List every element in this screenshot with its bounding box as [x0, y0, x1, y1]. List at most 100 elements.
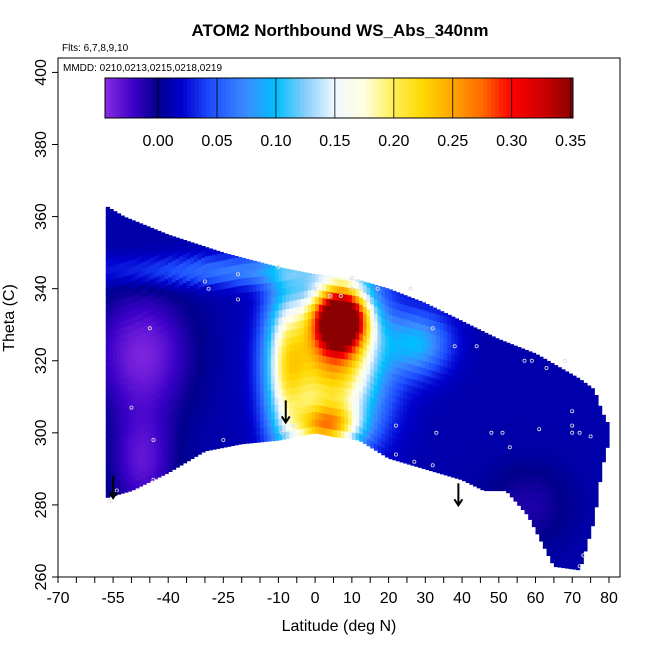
heatmap-cell [421, 309, 426, 318]
heatmap-cell [428, 391, 434, 400]
heatmap-cell [469, 376, 474, 384]
heatmap-cell [579, 433, 584, 442]
heatmap-cell [454, 318, 459, 321]
heatmap-cell [142, 303, 147, 312]
heatmap-cell [307, 318, 313, 327]
heatmap-cell [568, 518, 573, 526]
heatmap-cell [105, 273, 111, 282]
heatmap-cell [215, 347, 221, 356]
heatmap-cell [208, 377, 213, 386]
heatmap-cell [326, 392, 331, 400]
heatmap-cell [193, 326, 199, 335]
heatmap-cell [410, 385, 415, 394]
heatmap-cell [113, 394, 118, 403]
heatmap-cell [520, 458, 526, 467]
heatmap-cell [138, 442, 144, 451]
heatmap-cell [300, 377, 305, 386]
heatmap-cell [384, 327, 390, 335]
heatmap-cell [454, 470, 459, 479]
heatmap-cell [212, 340, 217, 349]
heatmap-cell [311, 310, 316, 319]
heatmap-cell [542, 440, 548, 448]
heatmap-cell [234, 387, 239, 395]
heatmap-cell [458, 363, 463, 372]
heatmap-cell [395, 323, 401, 332]
heatmap-cell [539, 440, 544, 448]
heatmap-cell [326, 348, 331, 357]
heatmap-cell [168, 377, 173, 386]
heatmap-cell [539, 389, 544, 398]
heatmap-cell [193, 384, 199, 392]
heatmap-cell [113, 473, 118, 482]
heatmap-cell [351, 309, 357, 318]
heatmap-cell [186, 273, 191, 281]
heatmap-cell [146, 460, 151, 469]
heatmap-cell [561, 538, 566, 547]
heatmap-cell [329, 349, 335, 358]
heatmap-cell [443, 453, 448, 462]
heatmap-cell [414, 422, 419, 431]
heatmap-cell [465, 439, 470, 447]
heatmap-cell [531, 461, 537, 470]
y-tick-label: 320 [33, 347, 50, 374]
heatmap-cell [168, 235, 173, 242]
heatmap-cell [373, 363, 379, 372]
heatmap-cell [127, 368, 133, 377]
heatmap-cell [517, 389, 522, 398]
heatmap-cell [131, 388, 136, 397]
heatmap-cell [414, 307, 419, 316]
heatmap-cell [406, 384, 412, 393]
heatmap-cell [197, 244, 202, 246]
heatmap-cell [182, 304, 188, 312]
heatmap-cell [473, 392, 478, 401]
heatmap-cell [304, 333, 309, 342]
heatmap-cell [157, 289, 162, 298]
heatmap-cell [362, 364, 368, 372]
heatmap-cell [447, 389, 452, 398]
heatmap-cell [553, 436, 559, 445]
heatmap-cell [116, 285, 122, 293]
heatmap-cell [524, 441, 529, 450]
heatmap-cell [454, 405, 459, 414]
heatmap-cell [175, 351, 180, 360]
heatmap-cell [557, 516, 562, 525]
heatmap-cell [127, 476, 133, 485]
heatmap-cell [175, 445, 180, 454]
heatmap-cell [289, 278, 294, 287]
colorbar-swatch [378, 78, 383, 118]
heatmap-cell [249, 262, 254, 271]
heatmap-cell [520, 372, 526, 381]
heatmap-cell [160, 453, 166, 462]
heatmap-cell [491, 418, 496, 427]
heatmap-cell [175, 243, 180, 252]
heatmap-cell [546, 512, 551, 520]
heatmap-cell [208, 363, 213, 372]
heatmap-cell [322, 420, 327, 429]
heatmap-cell [333, 364, 338, 373]
heatmap-cell [465, 424, 470, 433]
heatmap-cell [399, 433, 404, 441]
heatmap-cell [263, 263, 268, 269]
heatmap-cell [333, 400, 338, 409]
heatmap-cell [193, 340, 199, 349]
heatmap-cell [282, 359, 287, 368]
heatmap-cell [215, 369, 221, 377]
x-tick-label: 50 [490, 590, 508, 607]
heatmap-cell [138, 226, 144, 235]
heatmap-cell [149, 300, 155, 309]
heatmap-cell [296, 313, 302, 322]
heatmap-cell [230, 301, 235, 310]
heatmap-cell [193, 413, 199, 421]
heatmap-cell [315, 303, 320, 312]
heatmap-cell [116, 313, 122, 322]
heatmap-cell [263, 390, 268, 399]
heatmap-cell [583, 514, 588, 523]
heatmap-cell [197, 432, 202, 441]
heatmap-cell [164, 350, 169, 359]
heatmap-cell [414, 299, 419, 301]
colorbar-swatch [214, 78, 219, 118]
heatmap-cell [315, 317, 320, 326]
heatmap-cell [318, 426, 324, 435]
heatmap-cell [531, 375, 537, 383]
heatmap-cell [223, 281, 228, 289]
